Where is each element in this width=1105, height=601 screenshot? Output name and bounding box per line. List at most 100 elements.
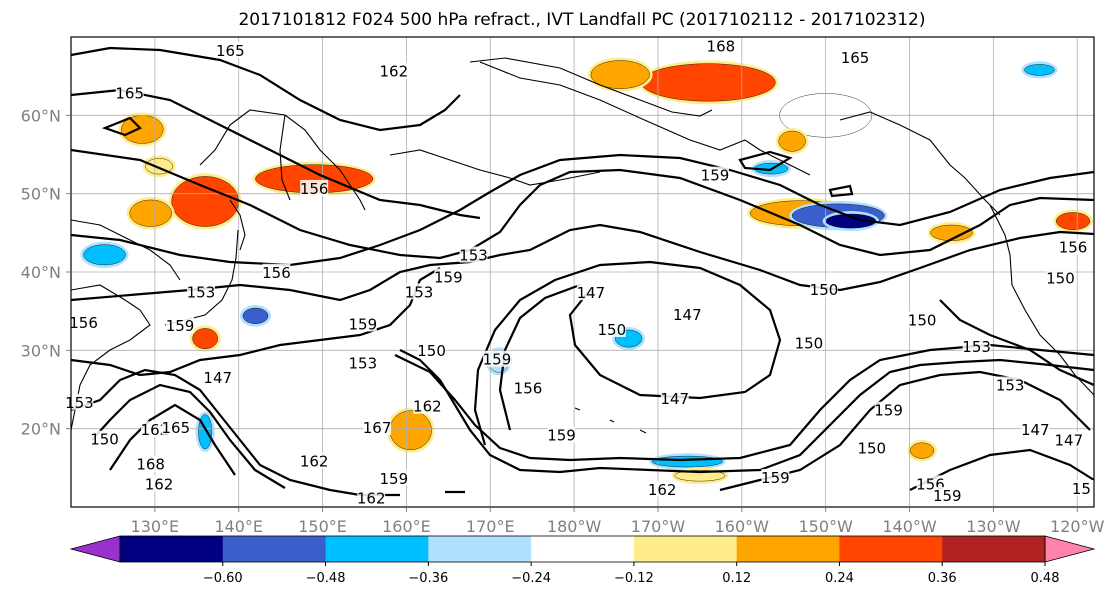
contour-label-bg — [300, 452, 329, 469]
contour-label-bg — [379, 62, 408, 79]
ivt-patch — [674, 469, 726, 482]
ivt-patch — [778, 130, 806, 152]
contour-label-bg — [417, 342, 446, 359]
contour-label: 150 — [908, 312, 937, 330]
contour-label-bg — [576, 284, 605, 301]
ivt-patch — [129, 199, 172, 227]
x-tick-label: 130°E — [131, 517, 180, 536]
contour-label-bg — [363, 418, 392, 435]
contour-label-bg — [166, 317, 195, 334]
x-tick-label: 150°E — [298, 517, 347, 536]
contour-label: 165 — [115, 84, 144, 102]
contour-label: 15 — [1072, 480, 1091, 498]
contour-line — [71, 46, 461, 132]
contour-label-bg — [513, 379, 542, 396]
contour-label: 150 — [810, 281, 839, 299]
contour-label: 159 — [701, 167, 730, 185]
ivt-patch — [389, 410, 432, 451]
contour-label-bg — [300, 179, 329, 196]
colorbar-outline — [119, 535, 1046, 563]
contour-label-bg — [413, 397, 442, 414]
colorbar-extend-min — [69, 535, 121, 563]
contour-label: 147 — [1021, 421, 1050, 439]
contour-label: 159 — [380, 470, 409, 488]
coastline-alaska-peninsula — [599, 99, 811, 176]
contour-label: 153 — [187, 283, 216, 301]
contour-label-bg — [933, 487, 962, 504]
contour-label-bg — [1067, 479, 1096, 496]
colorbar-segment — [736, 536, 840, 562]
contour-label-bg — [597, 320, 626, 337]
coastline-hawaii — [574, 407, 647, 434]
colorbar-tick-label: −0.36 — [408, 571, 448, 586]
contour-label: 159 — [933, 487, 962, 505]
contour-label: 162 — [413, 398, 442, 416]
contour-line — [71, 267, 441, 377]
contour-label: 159 — [874, 402, 903, 420]
contour-label-bg — [459, 246, 488, 263]
contour-label: 150 — [417, 342, 446, 360]
colorbar-tick-label: −0.24 — [511, 571, 551, 586]
colorbar-tick-label: 0.24 — [825, 571, 854, 586]
y-tick-label: 30°N — [21, 341, 61, 360]
contour-label-bg — [482, 350, 511, 367]
ivt-patch — [1056, 212, 1091, 230]
contour-label-bg — [348, 354, 377, 371]
contour-label: 165 — [841, 49, 870, 67]
contour-label-bg — [1054, 431, 1083, 448]
contour-label-bg — [1046, 269, 1075, 286]
contour-line — [71, 223, 1094, 302]
contour-label: 153 — [348, 355, 377, 373]
contour-line — [109, 403, 236, 476]
contour-label-bg — [404, 283, 433, 300]
y-tick-label: 40°N — [21, 263, 61, 282]
contour-label: 156 — [1059, 239, 1088, 257]
contour-label: 162 — [300, 453, 329, 471]
y-tick-label: 20°N — [21, 420, 61, 439]
colorbar-segment — [839, 536, 943, 562]
contour-label-bg — [348, 315, 377, 332]
contour-label-bg — [841, 49, 870, 66]
contour-label-bg — [809, 281, 838, 298]
y-axis-ticks: 20°N 30°N 40°N 50°N 60°N — [21, 106, 71, 439]
coastline-aleutians — [389, 149, 601, 186]
contour-label: 159 — [434, 268, 463, 286]
colorbar-tick-label: −0.60 — [203, 571, 243, 586]
ivt-patch — [930, 224, 973, 241]
coastline-kamchatka — [279, 114, 366, 211]
chart-title: 2017101812 F024 500 hPa refract., IVT La… — [238, 10, 925, 30]
contour-label-bg — [874, 401, 903, 418]
ivt-patch — [83, 244, 126, 266]
refractivity-contours — [71, 46, 1094, 497]
contour-label: 153 — [459, 247, 488, 265]
ivt-patch — [640, 63, 776, 102]
contour-line — [394, 343, 1094, 462]
contour-label: 162 — [357, 489, 386, 507]
ivt-patch — [171, 176, 239, 227]
contour-line — [939, 299, 1094, 387]
contour-label-bg — [186, 283, 215, 300]
contour-label-bg — [203, 368, 232, 385]
coastline-okhotsk — [199, 109, 286, 251]
contour-label-bg — [660, 389, 689, 406]
x-tick-label: 180°W — [547, 517, 602, 536]
contour-line — [828, 184, 854, 198]
contour-label: 150 — [857, 439, 886, 457]
contour-line — [71, 368, 400, 497]
ivt-patch — [242, 307, 269, 324]
colorbar-tick-label: 0.12 — [722, 571, 751, 586]
x-tick-label: 140°W — [882, 517, 937, 536]
contour-label: 150 — [1046, 269, 1075, 287]
contour-label-bg — [673, 306, 702, 323]
contour-label: 167 — [363, 419, 392, 437]
contour-label-bg — [761, 469, 790, 486]
contour-label: 147 — [673, 306, 702, 324]
colorbar-tick-label: 0.48 — [1031, 571, 1060, 586]
colorbar-segment — [633, 536, 738, 562]
contour-label: 159 — [483, 351, 512, 369]
x-tick-label: 120°W — [1050, 517, 1105, 536]
colorbar: −0.60 −0.48 −0.36 −0.24 −0.12 0.12 0.24 0.36 0.4… — [69, 535, 1096, 586]
contour-line — [473, 260, 782, 446]
contour-label-bg — [857, 439, 886, 456]
contour-line — [71, 148, 1094, 260]
